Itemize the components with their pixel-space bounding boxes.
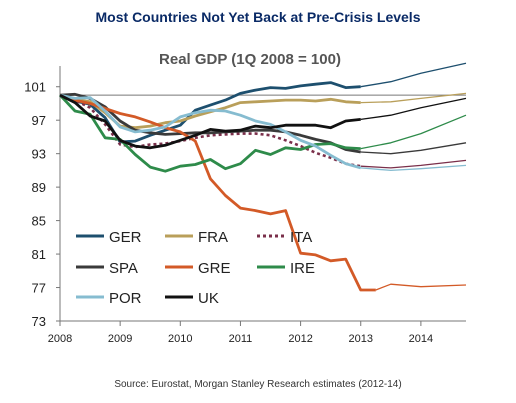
series-line-ire xyxy=(58,94,361,173)
series-line-gre xyxy=(59,93,376,292)
line-chart: Real GDP (1Q 2008 = 100) 73 77 81 85 89 93 97 1… xyxy=(24,51,467,345)
x-tick-label: 2009 xyxy=(108,333,132,345)
y-tick-label: 93 xyxy=(32,147,46,162)
series-forecast-line-por xyxy=(360,164,467,172)
series-line-uk xyxy=(59,93,361,150)
legend-label-uk: UK xyxy=(198,290,219,307)
legend-label-ita: ITA xyxy=(290,229,312,246)
source-note: Source: Eurostat, Morgan Stanley Researc… xyxy=(114,379,402,390)
y-tick-label: 89 xyxy=(32,180,46,195)
legend-label-por: POR xyxy=(109,290,142,307)
y-tick-label: 73 xyxy=(32,314,46,329)
y-tick-label: 85 xyxy=(32,214,46,229)
series-forecast-line-gre xyxy=(375,283,467,291)
chart-heading: Most Countries Not Yet Back at Pre-Crisi… xyxy=(95,9,421,25)
series-forecast-line-ita xyxy=(360,159,467,169)
y-tick-label: 81 xyxy=(32,247,46,262)
x-tick-label: 2010 xyxy=(168,333,192,345)
y-tick-label: 97 xyxy=(32,113,46,128)
chart-legend: GER FRA ITA SPA GRE IRE POR UK xyxy=(76,229,315,307)
legend-label-fra: FRA xyxy=(198,229,228,246)
x-tick-label: 2008 xyxy=(48,333,72,345)
y-tick-label: 101 xyxy=(24,80,46,95)
x-tick-label: 2013 xyxy=(348,333,372,345)
series-forecast-line-spa xyxy=(360,142,467,155)
legend-label-ger: GER xyxy=(109,229,142,246)
y-tick-label: 77 xyxy=(32,281,46,296)
legend-label-spa: SPA xyxy=(109,260,138,277)
legend-label-ire: IRE xyxy=(290,260,315,277)
x-tick-label: 2011 xyxy=(229,333,253,345)
chart-series-lines xyxy=(58,62,467,292)
chart-title: Real GDP (1Q 2008 = 100) xyxy=(159,51,341,68)
x-tick-label: 2014 xyxy=(409,333,433,345)
series-line-por xyxy=(59,93,362,170)
chart-axes: 73 77 81 85 89 93 97 101 2008 2009 2010 2011 2012 201… xyxy=(24,66,466,345)
series-forecast-line-ire xyxy=(360,114,467,150)
legend-label-gre: GRE xyxy=(198,260,231,277)
x-tick-label: 2012 xyxy=(288,333,312,345)
series-forecast-line-uk xyxy=(360,97,467,121)
series-forecast-line-ger xyxy=(360,62,467,88)
series-forecast-line-fra xyxy=(360,92,467,104)
